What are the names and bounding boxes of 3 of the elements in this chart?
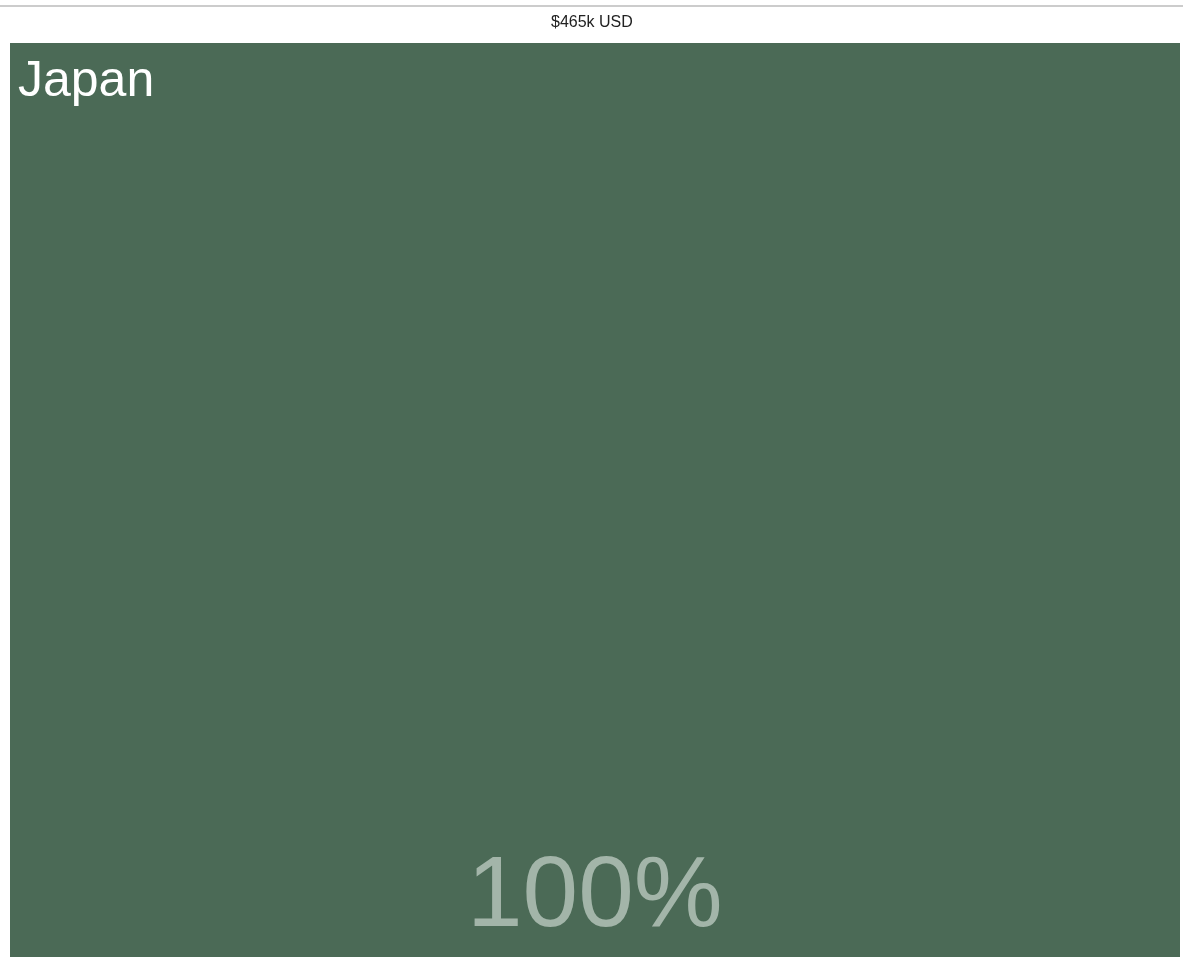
text: $465k USD: [551, 13, 633, 30]
data-label: 100%: [467, 835, 723, 947]
category-label: Japan: [18, 51, 155, 107]
